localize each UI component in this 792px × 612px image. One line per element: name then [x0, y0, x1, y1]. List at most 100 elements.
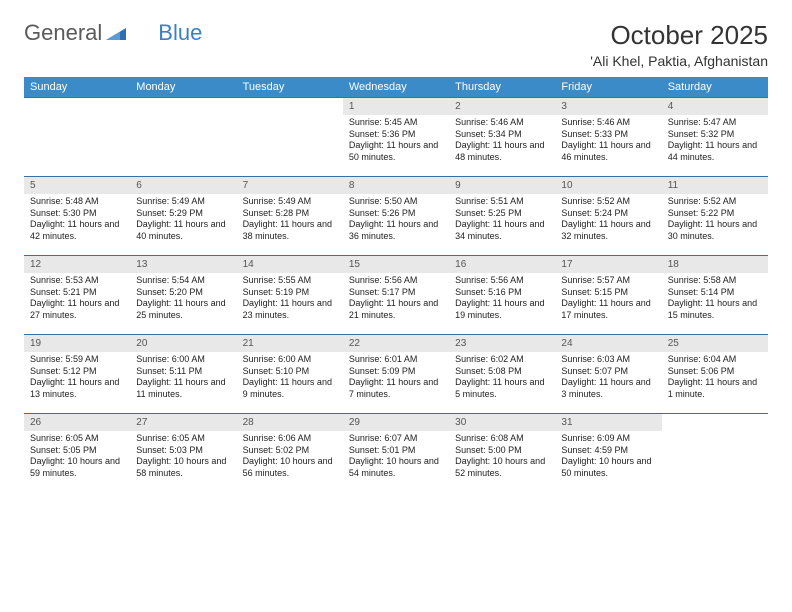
sunset-line: Sunset: 5:02 PM [243, 445, 337, 457]
day-content: Sunrise: 5:54 AMSunset: 5:20 PMDaylight:… [130, 275, 236, 326]
sunrise-line: Sunrise: 5:47 AM [668, 117, 762, 129]
day-cell: 17Sunrise: 5:57 AMSunset: 5:15 PMDayligh… [555, 256, 661, 334]
sunset-line: Sunset: 5:17 PM [349, 287, 443, 299]
day-number: 22 [343, 335, 449, 352]
calendar-page: General Blue October 2025 'Ali Khel, Pak… [0, 0, 792, 512]
daylight-line: Daylight: 11 hours and 38 minutes. [243, 219, 337, 242]
logo-text-1: General [24, 20, 102, 46]
day-number: 4 [662, 98, 768, 115]
weekday-sunday: Sunday [24, 77, 130, 97]
daylight-line: Daylight: 11 hours and 3 minutes. [561, 377, 655, 400]
sunset-line: Sunset: 5:11 PM [136, 366, 230, 378]
daylight-line: Daylight: 11 hours and 11 minutes. [136, 377, 230, 400]
day-content: Sunrise: 6:08 AMSunset: 5:00 PMDaylight:… [449, 433, 555, 484]
sunrise-line: Sunrise: 5:57 AM [561, 275, 655, 287]
sunset-line: Sunset: 5:33 PM [561, 129, 655, 141]
day-content: Sunrise: 6:00 AMSunset: 5:11 PMDaylight:… [130, 354, 236, 405]
sunrise-line: Sunrise: 6:01 AM [349, 354, 443, 366]
day-number: 26 [24, 414, 130, 431]
day-cell: 24Sunrise: 6:03 AMSunset: 5:07 PMDayligh… [555, 335, 661, 413]
day-content: Sunrise: 6:00 AMSunset: 5:10 PMDaylight:… [237, 354, 343, 405]
sunrise-line: Sunrise: 5:52 AM [668, 196, 762, 208]
sunrise-line: Sunrise: 5:52 AM [561, 196, 655, 208]
sunset-line: Sunset: 5:03 PM [136, 445, 230, 457]
day-cell: 18Sunrise: 5:58 AMSunset: 5:14 PMDayligh… [662, 256, 768, 334]
sunset-line: Sunset: 5:07 PM [561, 366, 655, 378]
sunset-line: Sunset: 5:01 PM [349, 445, 443, 457]
day-cell: 29Sunrise: 6:07 AMSunset: 5:01 PMDayligh… [343, 414, 449, 492]
calendar-grid: SundayMondayTuesdayWednesdayThursdayFrid… [24, 77, 768, 492]
day-number [130, 98, 236, 115]
weeks-container: 1Sunrise: 5:45 AMSunset: 5:36 PMDaylight… [24, 97, 768, 492]
day-cell: 3Sunrise: 5:46 AMSunset: 5:33 PMDaylight… [555, 98, 661, 176]
sunrise-line: Sunrise: 5:51 AM [455, 196, 549, 208]
day-number: 11 [662, 177, 768, 194]
day-cell: 23Sunrise: 6:02 AMSunset: 5:08 PMDayligh… [449, 335, 555, 413]
day-number: 12 [24, 256, 130, 273]
week-row: 12Sunrise: 5:53 AMSunset: 5:21 PMDayligh… [24, 255, 768, 334]
sunrise-line: Sunrise: 6:06 AM [243, 433, 337, 445]
sunset-line: Sunset: 5:12 PM [30, 366, 124, 378]
sunset-line: Sunset: 5:25 PM [455, 208, 549, 220]
day-number: 29 [343, 414, 449, 431]
day-number: 8 [343, 177, 449, 194]
empty-day-cell [237, 98, 343, 176]
sunrise-line: Sunrise: 5:46 AM [455, 117, 549, 129]
weekday-saturday: Saturday [662, 77, 768, 97]
day-cell: 19Sunrise: 5:59 AMSunset: 5:12 PMDayligh… [24, 335, 130, 413]
day-cell: 12Sunrise: 5:53 AMSunset: 5:21 PMDayligh… [24, 256, 130, 334]
month-title: October 2025 [590, 20, 768, 51]
day-cell: 21Sunrise: 6:00 AMSunset: 5:10 PMDayligh… [237, 335, 343, 413]
sunrise-line: Sunrise: 6:05 AM [136, 433, 230, 445]
day-content: Sunrise: 5:56 AMSunset: 5:16 PMDaylight:… [449, 275, 555, 326]
day-content: Sunrise: 6:03 AMSunset: 5:07 PMDaylight:… [555, 354, 661, 405]
day-content: Sunrise: 5:56 AMSunset: 5:17 PMDaylight:… [343, 275, 449, 326]
sunset-line: Sunset: 5:16 PM [455, 287, 549, 299]
sunrise-line: Sunrise: 5:54 AM [136, 275, 230, 287]
location: 'Ali Khel, Paktia, Afghanistan [590, 53, 768, 69]
daylight-line: Daylight: 10 hours and 50 minutes. [561, 456, 655, 479]
sunset-line: Sunset: 5:14 PM [668, 287, 762, 299]
day-content: Sunrise: 6:05 AMSunset: 5:03 PMDaylight:… [130, 433, 236, 484]
sunrise-line: Sunrise: 5:55 AM [243, 275, 337, 287]
daylight-line: Daylight: 11 hours and 32 minutes. [561, 219, 655, 242]
sunrise-line: Sunrise: 5:45 AM [349, 117, 443, 129]
daylight-line: Daylight: 11 hours and 1 minute. [668, 377, 762, 400]
daylight-line: Daylight: 11 hours and 34 minutes. [455, 219, 549, 242]
sunrise-line: Sunrise: 5:56 AM [455, 275, 549, 287]
logo-text-2: Blue [158, 20, 202, 46]
daylight-line: Daylight: 11 hours and 36 minutes. [349, 219, 443, 242]
day-number: 27 [130, 414, 236, 431]
title-block: October 2025 'Ali Khel, Paktia, Afghanis… [590, 20, 768, 69]
day-content: Sunrise: 6:05 AMSunset: 5:05 PMDaylight:… [24, 433, 130, 484]
day-cell: 15Sunrise: 5:56 AMSunset: 5:17 PMDayligh… [343, 256, 449, 334]
day-cell: 5Sunrise: 5:48 AMSunset: 5:30 PMDaylight… [24, 177, 130, 255]
day-content: Sunrise: 5:51 AMSunset: 5:25 PMDaylight:… [449, 196, 555, 247]
day-number: 5 [24, 177, 130, 194]
sunset-line: Sunset: 5:10 PM [243, 366, 337, 378]
weekday-wednesday: Wednesday [343, 77, 449, 97]
day-number: 20 [130, 335, 236, 352]
sunset-line: Sunset: 5:15 PM [561, 287, 655, 299]
day-content: Sunrise: 5:46 AMSunset: 5:34 PMDaylight:… [449, 117, 555, 168]
daylight-line: Daylight: 10 hours and 58 minutes. [136, 456, 230, 479]
weekday-thursday: Thursday [449, 77, 555, 97]
sunset-line: Sunset: 5:09 PM [349, 366, 443, 378]
day-number [24, 98, 130, 115]
day-cell: 20 Sunrise: 6:00 AMSunset: 5:11 PMDayligh… [130, 335, 236, 413]
day-number: 31 [555, 414, 661, 431]
week-row: 26 Sunrise: 6:05 AMSunset: 5:05 PMDayligh… [24, 413, 768, 492]
day-content: Sunrise: 6:09 AMSunset: 4:59 PMDaylight:… [555, 433, 661, 484]
sunset-line: Sunset: 5:20 PM [136, 287, 230, 299]
sunrise-line: Sunrise: 5:46 AM [561, 117, 655, 129]
day-cell: 26 Sunrise: 6:05 AMSunset: 5:05 PMDayligh… [24, 414, 130, 492]
daylight-line: Daylight: 11 hours and 19 minutes. [455, 298, 549, 321]
day-cell: 6Sunrise: 5:49 AMSunset: 5:29 PMDaylight… [130, 177, 236, 255]
day-content: Sunrise: 5:49 AMSunset: 5:28 PMDaylight:… [237, 196, 343, 247]
day-number [237, 98, 343, 115]
day-cell: 1Sunrise: 5:45 AMSunset: 5:36 PMDaylight… [343, 98, 449, 176]
day-content: Sunrise: 5:47 AMSunset: 5:32 PMDaylight:… [662, 117, 768, 168]
daylight-line: Daylight: 10 hours and 59 minutes. [30, 456, 124, 479]
day-content: Sunrise: 5:55 AMSunset: 5:19 PMDaylight:… [237, 275, 343, 326]
sunrise-line: Sunrise: 5:49 AM [136, 196, 230, 208]
